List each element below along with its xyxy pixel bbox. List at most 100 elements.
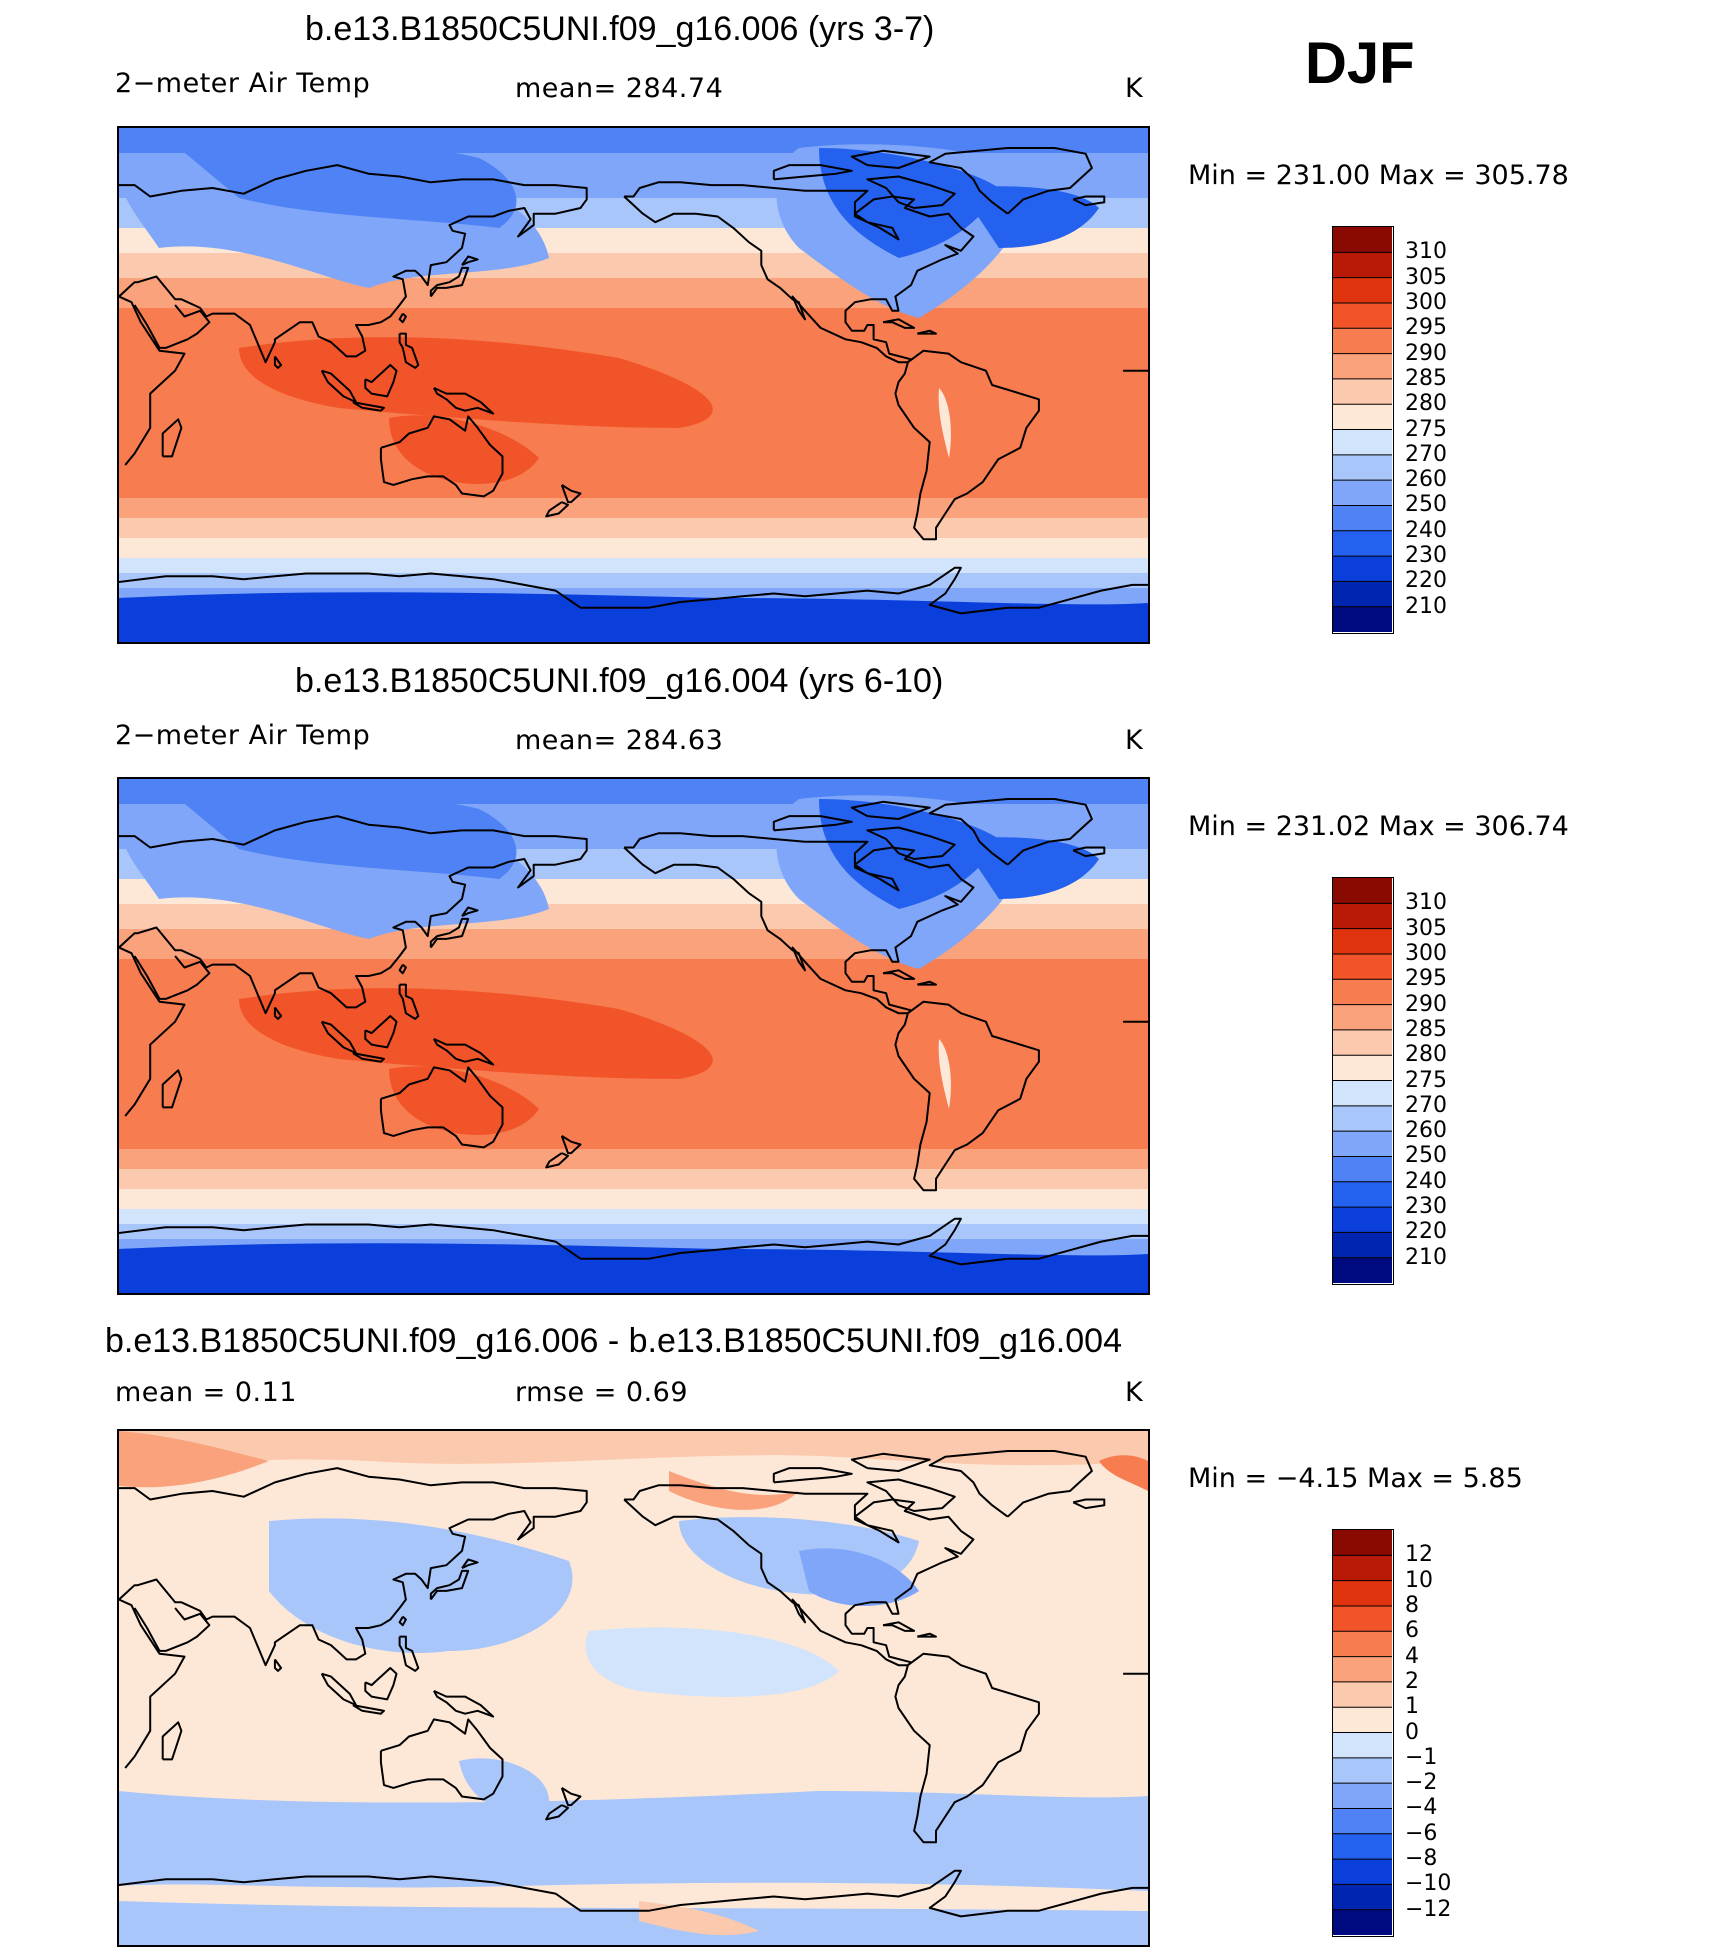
colorbar-tick-label: 250 <box>1405 1143 1447 1169</box>
colorbar-swatch <box>1333 606 1392 632</box>
coastline-segment <box>161 1069 183 1109</box>
temperature-band <box>119 1209 1148 1224</box>
colorbar-tick-label: 230 <box>1405 1194 1447 1220</box>
coastline-segment <box>119 815 588 1015</box>
anomaly-region <box>799 1548 919 1606</box>
anomaly-region <box>119 1431 269 1488</box>
panel-3-rmse-label: rmse = 0.69 <box>515 1377 689 1408</box>
cold-region <box>959 186 1099 248</box>
colorbar-tick-label: 240 <box>1405 517 1447 543</box>
cold-region <box>119 1243 1148 1293</box>
coastline-segment <box>560 1787 582 1807</box>
colorbar-tick-label: 250 <box>1405 492 1447 518</box>
colorbar-swatch <box>1333 1181 1392 1208</box>
panel-1-minmax-label: Min = 231.00 Max = 305.78 <box>1188 160 1569 191</box>
coastline-segment <box>928 1450 1093 1518</box>
panel-1-map <box>117 126 1150 644</box>
colorbar-swatch <box>1333 1859 1392 1885</box>
coastline-segment <box>894 1000 1040 1192</box>
colorbar-swatch <box>1333 1707 1392 1733</box>
coastline-segment <box>882 318 916 329</box>
panel-1-title: b.e13.B1850C5UNI.f09_g16.006 (yrs 3-7) <box>305 10 935 48</box>
coastline-segment <box>772 164 853 181</box>
colorbar-swatch <box>1333 378 1392 405</box>
coastline-segment <box>379 1066 504 1149</box>
colorbar-swatch <box>1333 1055 1392 1081</box>
colorbar-swatch <box>1333 1884 1392 1911</box>
colorbar-swatch <box>1333 1783 1392 1809</box>
colorbar-swatch <box>1333 302 1392 329</box>
coastline-segment <box>119 566 1148 615</box>
panel-1-colorbar <box>1332 226 1394 634</box>
coastline-segment <box>545 501 569 518</box>
colorbar-tick-label: −8 <box>1405 1846 1438 1872</box>
colorbar-tick-label: 290 <box>1405 991 1447 1017</box>
coastline-segment <box>273 355 283 369</box>
panel-2-mean-label: mean= 284.63 <box>515 725 724 756</box>
coastline-segment <box>433 386 495 415</box>
temperature-band <box>119 498 1148 518</box>
colorbar-tick-label: −2 <box>1405 1770 1438 1796</box>
coastline-segment <box>882 1621 916 1632</box>
colorbar-tick-label: 260 <box>1405 467 1447 493</box>
colorbar-swatch <box>1333 404 1392 430</box>
coastline-segment <box>133 304 211 349</box>
colorbar-tick-label: 8 <box>1405 1592 1419 1618</box>
colorbar-swatch <box>1333 903 1392 930</box>
coastline-segment <box>119 1467 588 1667</box>
coastline-segment <box>1072 846 1106 858</box>
coastline-segment <box>560 1135 582 1155</box>
temperature-band <box>119 1149 1148 1169</box>
colorbar-swatch <box>1333 1656 1392 1683</box>
colorbar-swatch <box>1333 1833 1392 1860</box>
colorbar-swatch <box>1333 227 1392 253</box>
colorbar-swatch <box>1333 953 1392 980</box>
colorbar-swatch <box>1333 1232 1392 1259</box>
coastline-segment <box>119 1217 1148 1266</box>
colorbar-tick-label: −12 <box>1405 1896 1452 1922</box>
anomaly-region <box>119 1431 1148 1466</box>
colorbar-tick-label: 300 <box>1405 289 1447 315</box>
mountain-region <box>938 1039 951 1109</box>
coastline-segment <box>352 401 385 412</box>
coastline-segment <box>352 1704 385 1715</box>
coastline-segment <box>461 1558 479 1570</box>
colorbar-swatch <box>1333 454 1392 481</box>
panel-1-mean-label: mean= 284.74 <box>515 73 724 104</box>
cold-region <box>179 141 517 228</box>
coastline-segment <box>352 1052 385 1063</box>
panel-2-minmax-label: Min = 231.02 Max = 306.74 <box>1188 811 1569 842</box>
colorbar-tick-label: 240 <box>1405 1168 1447 1194</box>
colorbar-tick-label: 260 <box>1405 1118 1447 1144</box>
panel-2-units-label: K <box>1125 725 1144 756</box>
colorbar-swatch <box>1333 530 1392 557</box>
panel-2-variable-label: 2−meter Air Temp <box>115 720 371 751</box>
colorbar-tick-label: −4 <box>1405 1795 1438 1821</box>
colorbar-swatch <box>1333 928 1392 955</box>
coastline-segment <box>398 1615 407 1627</box>
coastline-segment <box>623 1484 975 1667</box>
coastline-segment <box>398 332 420 369</box>
coastline-segment <box>133 1607 211 1652</box>
colorbar-swatch <box>1333 1530 1392 1556</box>
colorbar-tick-label: 0 <box>1405 1719 1419 1745</box>
coastline-segment <box>866 826 956 860</box>
coastline-segment <box>273 1658 283 1672</box>
coastline-segment <box>119 1869 1148 1918</box>
panel-3-colorbar <box>1332 1529 1394 1937</box>
coastline-segment <box>623 832 975 1015</box>
coastline-segment <box>560 484 582 504</box>
map-field <box>119 779 1148 1293</box>
coastline-segment <box>917 329 937 335</box>
colorbar-tick-label: 295 <box>1405 315 1447 341</box>
colorbar-swatch <box>1333 1605 1392 1632</box>
anomaly-region <box>585 1627 839 1697</box>
cold-region <box>179 792 517 879</box>
coastline-segment <box>894 1652 1040 1844</box>
panel-3-mean-label: mean = 0.11 <box>115 1377 297 1408</box>
colorbar-swatch <box>1333 1681 1392 1708</box>
coastline-segment <box>379 1718 504 1801</box>
coastline-segment <box>119 295 1148 466</box>
colorbar-swatch <box>1333 1029 1392 1056</box>
coastline-segment <box>119 1598 1148 1769</box>
